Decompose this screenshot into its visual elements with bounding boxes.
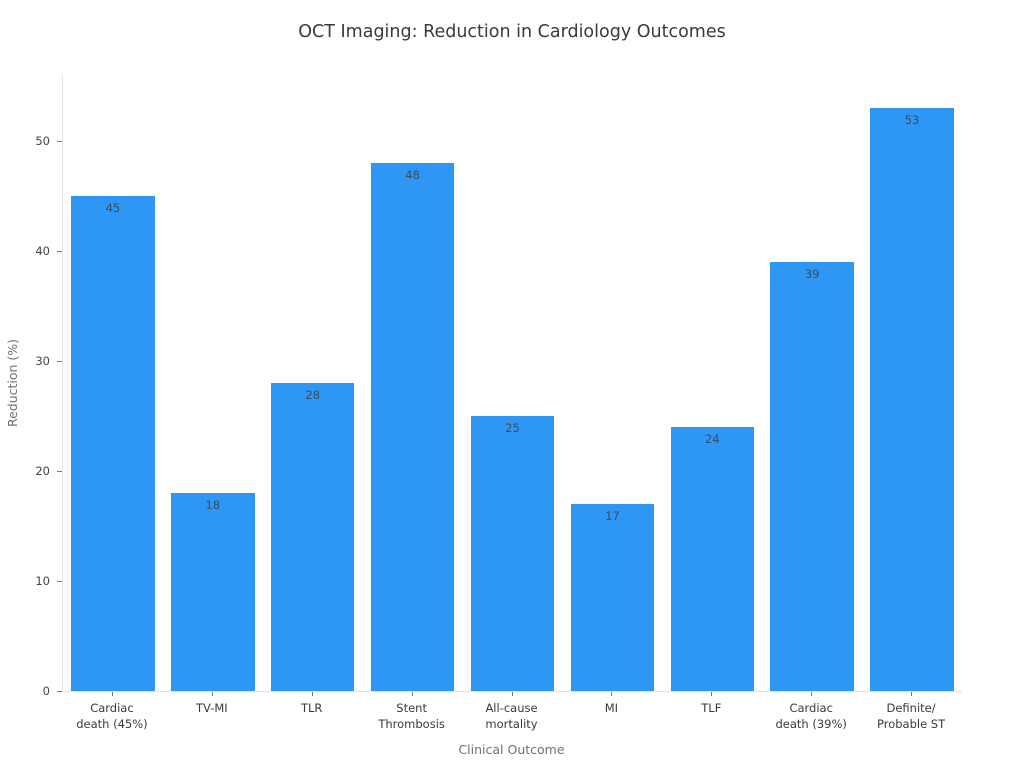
y-tick-mark [57, 690, 62, 692]
bar-value-label: 48 [405, 168, 420, 182]
bar-value-label: 25 [505, 421, 520, 435]
bar: 17 [570, 504, 655, 691]
x-category-label: TLR [262, 691, 362, 732]
bar-value-label: 18 [205, 498, 221, 512]
y-tick-label: 30 [35, 354, 50, 368]
x-category-label: TV-MI [162, 691, 262, 732]
y-tick-mark [57, 470, 62, 472]
x-tick-mark [811, 692, 813, 696]
bar: 48 [370, 163, 455, 691]
x-axis-categories: Cardiac death (45%) TV-MI TLR Stent Thrombo… [62, 691, 961, 732]
x-category-label: Cardiac death (39%) [761, 691, 861, 732]
plot-area: 0 10 20 30 40 50 45 18 28 48 25 17 24 39 53 [35, 75, 962, 698]
bar: 45 [71, 196, 155, 691]
y-tick-mark [57, 580, 62, 582]
chart-title: OCT Imaging: Reduction in Cardiology Out… [298, 22, 726, 42]
bar-slot: 45 [63, 75, 163, 691]
bar-slot: 17 [562, 75, 662, 691]
bar-value-label: 53 [904, 113, 920, 127]
x-tick-mark [511, 692, 513, 696]
bar-value-label: 28 [305, 388, 321, 402]
x-category-label: All-cause mortality [462, 691, 562, 732]
x-tick-mark [711, 692, 713, 696]
bar: 28 [271, 383, 355, 691]
bar: 53 [870, 108, 954, 691]
bar-value-label: 39 [804, 267, 820, 281]
y-tick-label: 50 [35, 134, 50, 148]
bar-slot: 25 [463, 75, 563, 691]
y-axis-title: Reduction (%) [5, 338, 20, 428]
x-tick-mark [411, 692, 413, 696]
bar-slot: 48 [363, 75, 463, 691]
bar-value-label: 45 [105, 201, 121, 215]
x-tick-mark [311, 692, 313, 696]
y-tick-mark [57, 140, 62, 142]
bar-slot: 39 [762, 75, 862, 691]
bars-container: 45 18 28 48 25 17 24 39 53 [63, 75, 962, 691]
x-tick-mark [211, 692, 213, 696]
y-tick-label: 40 [35, 244, 50, 258]
bar-value-label: 17 [605, 509, 620, 523]
y-tick-label: 0 [42, 684, 50, 698]
bar-slot: 24 [662, 75, 762, 691]
bar-slot: 18 [163, 75, 263, 691]
x-category-label: Cardiac death (45%) [62, 691, 162, 732]
x-tick-mark [111, 692, 113, 696]
bar-value-label: 24 [704, 432, 720, 446]
y-tick-mark [57, 360, 62, 362]
bar: 24 [670, 427, 754, 691]
x-category-label: MI [561, 691, 661, 732]
x-category-label: Definite/ Probable ST [861, 691, 961, 732]
x-axis-title: Clinical Outcome [458, 742, 565, 757]
bar: 25 [470, 416, 555, 691]
bar-slot: 53 [862, 75, 962, 691]
bar-slot: 28 [263, 75, 363, 691]
x-tick-mark [611, 692, 613, 696]
x-tick-mark [911, 692, 913, 696]
y-tick-label: 10 [35, 574, 50, 588]
bar: 39 [770, 262, 854, 691]
x-category-label: TLF [661, 691, 761, 732]
bar: 18 [171, 493, 255, 691]
y-tick-mark [57, 250, 62, 252]
y-tick-label: 20 [35, 464, 50, 478]
x-category-label: Stent Thrombosis [362, 691, 462, 732]
